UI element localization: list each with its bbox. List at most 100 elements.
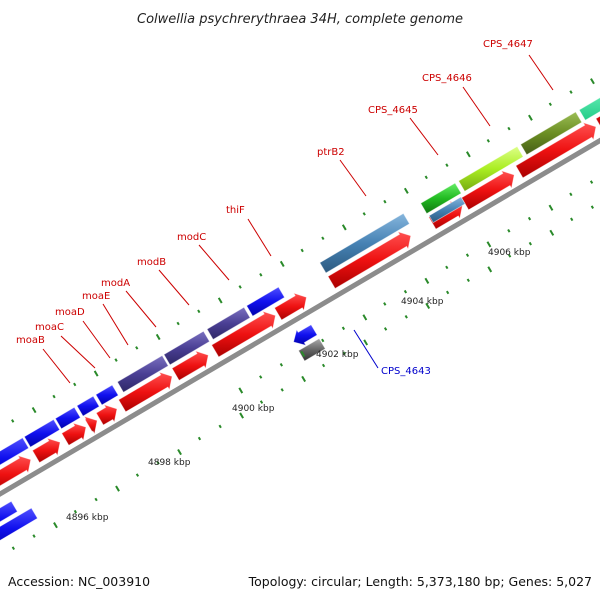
cds-forward-arrow (171, 350, 209, 381)
scale-label: 4896 kbp (66, 513, 109, 523)
scale-label: 4900 kbp (232, 404, 275, 414)
gene-leader-line (353, 329, 379, 369)
gene-label-moac: moaC (35, 322, 64, 333)
gene-leader-line (339, 159, 367, 197)
cds-forward-arrow (0, 454, 32, 487)
scale-tick (424, 175, 428, 180)
cds-forward-arrow (95, 404, 118, 426)
scale-tick (362, 212, 366, 216)
scale-tick (176, 321, 180, 326)
scale-tick (383, 199, 387, 204)
scale-tick (342, 351, 346, 356)
gene-label-moae: moaE (82, 291, 110, 302)
cds-forward-arrow (118, 371, 173, 413)
scale-tick (486, 241, 492, 248)
scale-tick (300, 350, 306, 358)
scale-tick (177, 448, 182, 456)
scale-tick (301, 375, 307, 383)
scale-label: 4906 kbp (488, 248, 531, 258)
genome-backbone (0, 137, 600, 497)
gene-leader-line (462, 86, 491, 127)
scale-tick (135, 473, 140, 477)
scale-tick (383, 327, 388, 331)
gene-label-modc: modC (177, 232, 206, 243)
cog-category-block (246, 286, 286, 317)
scale-tick (259, 400, 264, 404)
cog-category-block (520, 111, 583, 156)
scale-tick (507, 126, 511, 131)
gene-leader-line (60, 335, 96, 369)
scale-tick (425, 302, 431, 309)
scale-tick (465, 253, 470, 257)
cog-category-block (23, 418, 61, 448)
gene-leader-line (82, 320, 111, 359)
scale-tick (11, 546, 15, 551)
scale-tick (218, 424, 222, 429)
scale-tick (53, 522, 58, 529)
scale-tick (259, 272, 263, 277)
cog-category-block (297, 337, 326, 362)
cds-forward-arrow (595, 115, 600, 127)
scale-tick (403, 187, 409, 194)
gene-label-cps-4645: CPS_4645 (368, 105, 418, 116)
cog-category-block (54, 406, 81, 430)
cog-category-block (163, 330, 211, 366)
scale-tick (93, 370, 99, 377)
scale-tick (549, 229, 555, 236)
gene-label-cps-4646: CPS_4646 (422, 73, 472, 84)
scale-tick (94, 497, 98, 502)
cog-category-block (319, 212, 411, 274)
scale-tick (321, 236, 325, 241)
scale-tick (570, 217, 574, 222)
scale-tick (73, 382, 77, 387)
scale-tick (528, 114, 533, 121)
gene-label-thif: thiF (226, 205, 245, 216)
gene-label-ptrb2: ptrB2 (317, 147, 345, 158)
scale-tick (197, 436, 202, 441)
scale-tick (548, 102, 552, 107)
gene-leader-line (409, 117, 439, 156)
gene-leader-line (125, 290, 157, 328)
linear-genome-view: 4896 kbp 4898 kbp 4900 kbp 4902 kbp 4904 kbp… (0, 39, 600, 551)
cds-forward-arrow (460, 170, 515, 211)
gene-leader-line (102, 303, 129, 346)
scale-tick (31, 406, 37, 414)
cds-forward-arrow (515, 121, 597, 179)
scale-tick (445, 163, 449, 167)
scale-tick (238, 285, 242, 289)
gene-label-moab: moaB (16, 335, 45, 346)
gene-leader-line (158, 269, 190, 306)
gene-label-moad: moaD (55, 307, 85, 318)
cds-forward-arrow (273, 292, 307, 321)
scale-tick (466, 278, 470, 283)
scale-tick (32, 534, 36, 538)
scale-tick (279, 363, 283, 367)
scale-tick (569, 90, 573, 94)
scale-tick (341, 224, 347, 231)
scale-label: 4902 kbp (316, 350, 359, 360)
cds-forward-arrow (83, 415, 98, 435)
cds-forward-arrow (327, 231, 412, 290)
scale-tick (156, 461, 160, 465)
cog-category-block (458, 145, 524, 192)
cog-category-block (206, 306, 251, 341)
cog-category-block (0, 437, 30, 466)
scale-label: 4904 kbp (401, 297, 444, 307)
scale-tick (589, 180, 594, 184)
cds-forward-arrow (61, 422, 87, 446)
cds-forward-arrow (31, 437, 61, 464)
gene-leader-line (198, 244, 230, 281)
gene-label-cps-4643: CPS_4643 (381, 366, 431, 377)
scale-tick (321, 363, 326, 368)
scale-label: 4898 kbp (148, 458, 191, 468)
cog-category-block (578, 97, 600, 121)
scale-tick (114, 358, 118, 362)
scale-tick (507, 229, 511, 233)
gene-leader-line (247, 218, 272, 257)
scale-tick (590, 78, 595, 85)
scale-tick (155, 333, 161, 341)
reverse-strand-block (0, 500, 18, 523)
gene-label-modb: modB (137, 257, 166, 268)
scale-tick (445, 265, 449, 270)
